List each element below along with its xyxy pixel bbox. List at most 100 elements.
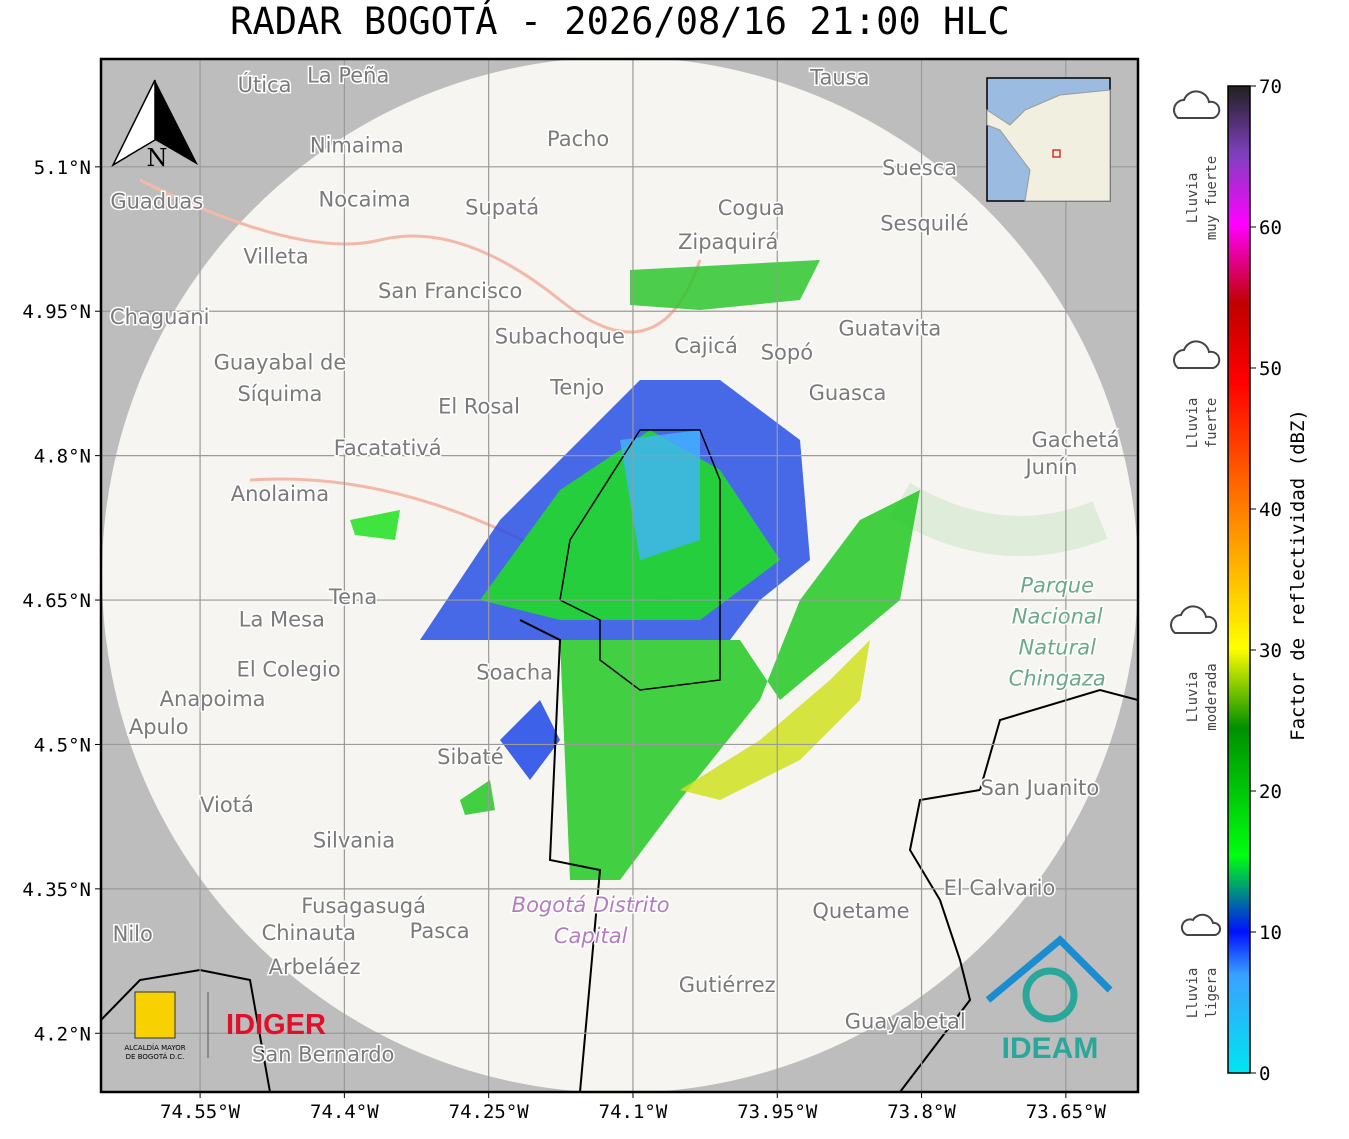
place-label: Soacha <box>476 660 553 684</box>
place-label: Nimaima <box>310 134 404 158</box>
intensity-label: Lluvia <box>1185 968 1201 1019</box>
place-label: Útica <box>238 72 292 97</box>
place-label: Anapoima <box>160 687 266 711</box>
place-label: Guasca <box>809 381 887 405</box>
y-tick-label: 4.95°N <box>22 301 91 323</box>
place-label: Villeta <box>243 244 308 268</box>
y-tick-label: 4.2°N <box>34 1023 91 1045</box>
colorbar-tick-label: 20 <box>1259 781 1282 803</box>
alcaldia-line: ALCALDÍA MAYOR <box>124 1043 185 1052</box>
y-tick-label: 4.35°N <box>22 879 91 901</box>
north-label: N <box>147 144 168 172</box>
place-label: Gachetá <box>1031 428 1119 452</box>
place-label: Guaduas <box>110 189 203 213</box>
place-label: San Francisco <box>378 279 522 303</box>
area-label: Bogotá Distrito <box>512 893 670 917</box>
x-tick-label: 73.65°W <box>1026 1101 1107 1123</box>
place-label: El Rosal <box>438 395 520 419</box>
place-label: Junín <box>1023 455 1077 479</box>
place-label: Chinauta <box>262 921 356 945</box>
place-label: Sibaté <box>437 745 504 769</box>
place-label: Guayabal de <box>214 350 347 374</box>
alcaldia-line: DE BOGOTÁ D.C. <box>126 1052 185 1061</box>
intensity-label: Lluvia <box>1185 173 1201 224</box>
place-label: La Mesa <box>239 607 325 631</box>
inset-map <box>986 77 1111 202</box>
place-label: Pasca <box>410 919 470 943</box>
intensity-label: moderada <box>1204 663 1220 730</box>
y-tick-label: 5.1°N <box>34 157 91 179</box>
colorbar-tick-label: 60 <box>1259 217 1282 239</box>
idiger-logo: IDIGER <box>226 1009 326 1041</box>
place-label: Anolaima <box>231 482 329 506</box>
colorbar-tick-label: 70 <box>1259 76 1282 98</box>
place-label: Tena <box>328 585 377 609</box>
place-label: Arbeláez <box>269 955 361 979</box>
intensity-label: muy fuerte <box>1204 156 1220 240</box>
title: RADAR BOGOTÁ - 2026/08/16 21:00 HLC <box>230 0 1010 43</box>
area-label: Chingaza <box>1009 666 1106 690</box>
x-tick-label: 73.8°W <box>887 1101 956 1123</box>
place-label: La Peña <box>307 63 389 87</box>
place-label: Subachoque <box>495 324 625 348</box>
x-tick-label: 74.1°W <box>599 1101 668 1123</box>
north-arrow: N <box>111 79 198 172</box>
place-label: Fusagasugá <box>301 894 426 918</box>
place-label: Nilo <box>113 922 153 946</box>
place-label: Guayabetal <box>845 1010 966 1034</box>
colorbar-tick-label: 30 <box>1259 640 1282 662</box>
place-label: El Colegio <box>237 657 341 681</box>
place-label: Viotá <box>200 793 254 817</box>
colorbar-tick-label: 50 <box>1259 358 1282 380</box>
place-label: Supatá <box>465 195 539 219</box>
place-label: Chaguani <box>110 305 210 329</box>
place-label: Tenjo <box>549 375 604 399</box>
intensity-label: ligera <box>1204 968 1220 1019</box>
map-frame <box>99 57 1140 1094</box>
radar-echoes <box>350 260 920 880</box>
colorbar <box>1227 85 1251 1074</box>
place-label: Nocaima <box>319 188 411 212</box>
y-tick-label: 4.5°N <box>34 734 91 756</box>
area-label: Capital <box>554 924 628 948</box>
ideam-logo: IDEAM <box>1002 1032 1099 1065</box>
place-label: San Juanito <box>980 776 1099 800</box>
place-label: Apulo <box>129 715 189 739</box>
colorbar-tick-label: 10 <box>1259 922 1282 944</box>
x-tick-label: 74.25°W <box>449 1101 530 1123</box>
logos: ALCALDÍA MAYOR DE BOGOTÁ D.C. IDIGER IDE… <box>124 935 1113 1065</box>
colorbar-label: Factor de reflectividad (dBZ) <box>1287 409 1309 741</box>
place-label: Quetame <box>812 899 909 923</box>
place-label: Sesquilé <box>880 212 968 236</box>
place-label: Síquima <box>237 382 322 406</box>
colorbar-tick-label: 0 <box>1259 1063 1270 1085</box>
place-label: Sopó <box>761 341 813 365</box>
place-label: Suesca <box>882 156 957 180</box>
place-label: Silvania <box>313 829 395 853</box>
place-label: Pacho <box>547 127 609 151</box>
place-label: Cogua <box>718 196 785 220</box>
intensity-label: fuerte <box>1204 398 1220 449</box>
map-background <box>101 59 1138 1092</box>
x-tick-label: 73.95°W <box>737 1101 818 1123</box>
place-label: Cajicá <box>674 334 738 358</box>
y-tick-label: 4.8°N <box>34 446 91 468</box>
place-label: El Calvario <box>944 876 1056 900</box>
x-tick-label: 74.55°W <box>160 1101 241 1123</box>
x-tick-label: 74.4°W <box>310 1101 379 1123</box>
area-label: Parque <box>1020 573 1094 597</box>
place-label: Facatativá <box>334 436 442 460</box>
intensity-icons <box>1170 90 1222 936</box>
place-label: Gutiérrez <box>679 973 776 997</box>
y-tick-label: 4.65°N <box>22 590 91 612</box>
area-label: Natural <box>1018 635 1096 659</box>
area-label: Nacional <box>1012 604 1103 628</box>
intensity-label: Lluvia <box>1185 398 1201 449</box>
place-label: Tausa <box>809 65 869 89</box>
colorbar-tick-label: 40 <box>1259 499 1282 521</box>
place-label: San Bernardo <box>252 1042 394 1066</box>
place-label: Zipaquirá <box>678 230 778 254</box>
intensity-label: Lluvia <box>1185 672 1201 723</box>
place-label: Guatavita <box>838 317 941 341</box>
